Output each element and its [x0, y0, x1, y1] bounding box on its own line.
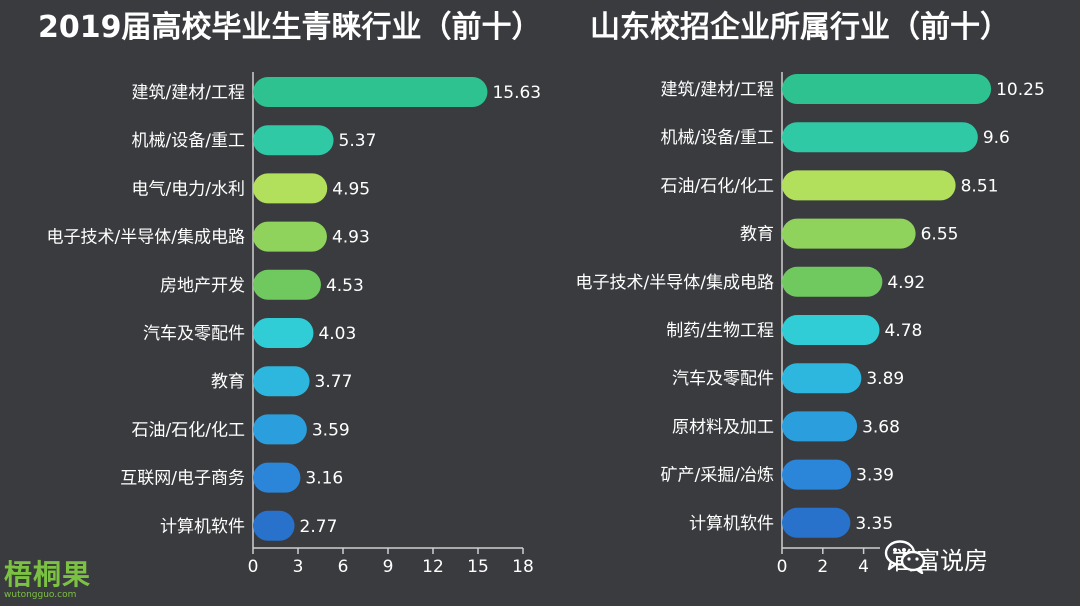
left-value-label: 15.63: [492, 83, 541, 103]
logo-text: 梧桐果: [4, 558, 92, 591]
left-category-label: 房地产开发: [160, 276, 245, 296]
left-bar: [253, 77, 488, 107]
right-bar: [782, 218, 916, 249]
right-category-label: 石油/石化/化工: [661, 176, 774, 196]
left-x-tick-label: 0: [248, 557, 259, 577]
right-value-label: 6.55: [921, 225, 959, 245]
right-bar: [782, 122, 978, 153]
left-bar: [253, 510, 295, 541]
right-value-label: 9.6: [983, 128, 1010, 148]
left-value-label: 5.37: [339, 131, 377, 151]
wechat-watermark: 首富说房: [884, 538, 988, 578]
left-bar: [253, 462, 301, 493]
right-bar: [782, 363, 862, 394]
right-category-label: 制药/生物工程: [666, 321, 774, 341]
left-category-label: 建筑/建材/工程: [132, 83, 245, 103]
left-x-tick-label: 9: [383, 557, 394, 577]
right-category-label: 原材料及加工: [672, 417, 774, 437]
left-x-tick-label: 15: [467, 557, 489, 577]
left-category-label: 汽车及零配件: [143, 324, 245, 344]
left-bar: [253, 125, 334, 156]
right-x-tick-label: 0: [777, 557, 788, 577]
right-value-label: 3.39: [856, 466, 894, 486]
left-category-label: 电气/电力/水利: [132, 179, 245, 199]
left-category-label: 石油/石化/化工: [132, 420, 245, 440]
right-bar: [782, 74, 992, 104]
left-category-label: 互联网/电子商务: [120, 469, 245, 489]
right-bar: [782, 315, 880, 345]
left-x-tick-label: 12: [422, 557, 444, 577]
right-value-label: 3.68: [862, 417, 900, 437]
wechat-icon: [884, 540, 926, 574]
left-bar: [253, 414, 307, 445]
logo-url: wutongguo.com: [4, 590, 77, 600]
right-value-label: 8.51: [961, 176, 999, 196]
right-bar-chart: 0 2 4 建筑/建材/工程 10.25 机械/设备/重工 9.6 石油/石化/化工 8.51 教…: [576, 72, 1045, 577]
right-value-label: 4.78: [885, 321, 923, 341]
left-value-label: 4.53: [326, 276, 364, 296]
left-value-label: 4.03: [318, 324, 356, 344]
right-value-label: 3.35: [855, 514, 893, 534]
right-bar: [782, 411, 858, 442]
left-bar: [253, 318, 314, 348]
left-value-label: 4.95: [332, 179, 370, 199]
left-category-label: 计算机软件: [160, 517, 245, 537]
right-chart-title: 山东校招企业所属行业（前十）: [590, 10, 1010, 45]
left-category-label: 机械/设备/重工: [132, 131, 245, 151]
left-bar: [253, 366, 310, 397]
left-value-label: 4.93: [332, 228, 370, 248]
right-category-label: 建筑/建材/工程: [661, 80, 774, 100]
left-x-tick-label: 18: [512, 557, 534, 577]
right-bar: [782, 507, 851, 538]
left-value-label: 3.77: [315, 372, 353, 392]
left-value-label: 2.77: [300, 517, 338, 537]
right-bar: [782, 170, 956, 201]
right-value-label: 10.25: [996, 80, 1045, 100]
right-category-label: 计算机软件: [689, 514, 774, 534]
right-category-label: 机械/设备/重工: [661, 128, 774, 148]
right-x-tick-label: 4: [858, 557, 869, 577]
left-chart-title: 2019届高校毕业生青睐行业（前十）: [38, 10, 542, 45]
right-category-label: 汽车及零配件: [672, 369, 774, 389]
left-value-label: 3.59: [312, 420, 350, 440]
right-x-tick-label: 2: [817, 557, 828, 577]
right-value-label: 4.92: [887, 273, 925, 293]
left-bar-chart: 0 3 6 9 12 15 18 建筑/建材/工程 15.63 机械/设备/重工 5.37 电气/电力…: [47, 72, 541, 577]
left-x-tick-label: 6: [338, 557, 349, 577]
left-category-label: 电子技术/半导体/集成电路: [47, 228, 245, 248]
wutongguo-logo: 梧桐果 wutongguo.com: [4, 560, 104, 606]
right-category-label: 电子技术/半导体/集成电路: [576, 273, 774, 293]
right-bar: [782, 459, 852, 490]
left-category-label: 教育: [211, 372, 245, 392]
left-bar: [253, 221, 327, 252]
left-bar: [253, 173, 328, 204]
right-value-label: 3.89: [866, 369, 904, 389]
right-category-label: 矿产/采掘/冶炼: [661, 466, 774, 486]
right-category-label: 教育: [740, 225, 774, 245]
left-bar: [253, 269, 321, 300]
right-bar: [782, 266, 883, 297]
left-value-label: 3.16: [305, 469, 343, 489]
left-x-tick-label: 3: [293, 557, 304, 577]
